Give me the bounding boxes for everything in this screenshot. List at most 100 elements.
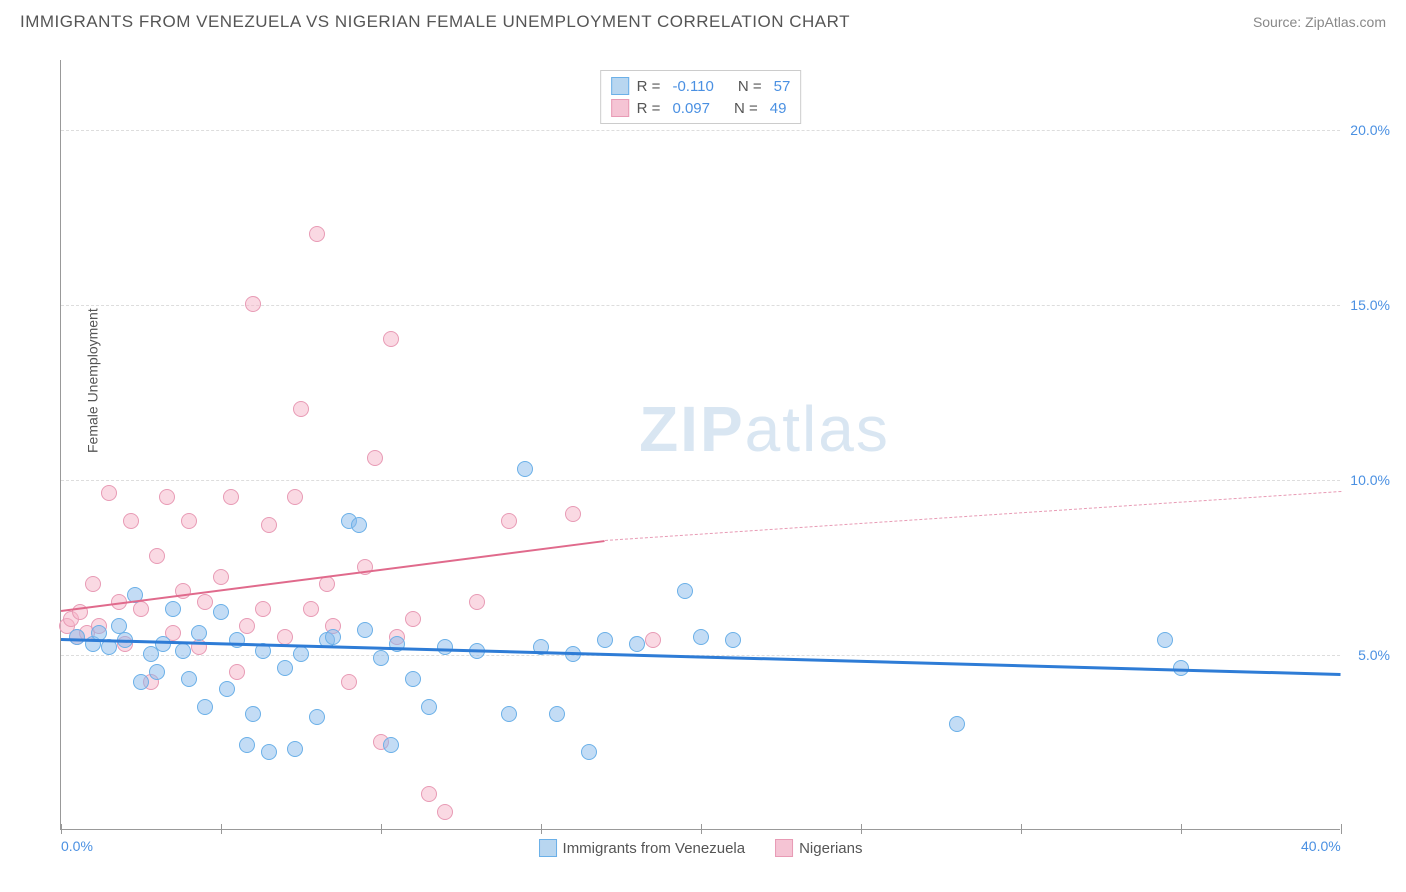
- r-label: R =: [637, 100, 661, 117]
- scatter-point: [191, 625, 207, 641]
- trend-line-dashed: [605, 491, 1341, 541]
- scatter-point: [261, 517, 277, 533]
- x-tick: [861, 824, 862, 834]
- source-attribution: Source: ZipAtlas.com: [1253, 14, 1386, 30]
- scatter-point: [155, 636, 171, 652]
- scatter-point: [133, 601, 149, 617]
- legend-swatch: [611, 77, 629, 95]
- scatter-point: [383, 331, 399, 347]
- legend-swatch: [611, 99, 629, 117]
- scatter-point: [239, 737, 255, 753]
- x-tick: [381, 824, 382, 834]
- scatter-point: [325, 629, 341, 645]
- scatter-point: [517, 461, 533, 477]
- scatter-point: [293, 401, 309, 417]
- scatter-point: [69, 629, 85, 645]
- x-tick: [1021, 824, 1022, 834]
- scatter-point: [581, 744, 597, 760]
- x-tick: [1181, 824, 1182, 834]
- legend-swatch: [539, 839, 557, 857]
- legend-row: R = -0.110 N = 57: [611, 75, 791, 97]
- series-legend: Immigrants from Venezuela Nigerians: [539, 839, 863, 857]
- scatter-point: [197, 699, 213, 715]
- x-tick: [221, 824, 222, 834]
- scatter-point: [293, 646, 309, 662]
- plot-area: ZIPatlas 5.0%10.0%15.0%20.0%0.0%40.0%R =…: [60, 60, 1340, 830]
- x-tick: [1341, 824, 1342, 834]
- grid-line: [61, 130, 1340, 131]
- scatter-point: [629, 636, 645, 652]
- scatter-point: [309, 709, 325, 725]
- scatter-point: [421, 786, 437, 802]
- scatter-point: [277, 660, 293, 676]
- watermark-text: ZIPatlas: [639, 392, 890, 466]
- scatter-point: [383, 737, 399, 753]
- scatter-point: [165, 601, 181, 617]
- r-label: R =: [637, 78, 661, 95]
- scatter-point: [421, 699, 437, 715]
- scatter-point: [197, 594, 213, 610]
- scatter-point: [229, 632, 245, 648]
- scatter-point: [351, 517, 367, 533]
- chart-title: IMMIGRANTS FROM VENEZUELA VS NIGERIAN FE…: [20, 12, 850, 32]
- x-tick: [701, 824, 702, 834]
- y-tick-label: 10.0%: [1350, 472, 1390, 488]
- n-value: 57: [774, 78, 791, 95]
- scatter-point: [501, 513, 517, 529]
- scatter-point: [549, 706, 565, 722]
- scatter-point: [367, 450, 383, 466]
- n-value: 49: [770, 100, 787, 117]
- grid-line: [61, 480, 1340, 481]
- scatter-point: [405, 611, 421, 627]
- n-label: N =: [738, 78, 762, 95]
- scatter-point: [123, 513, 139, 529]
- x-tick-label: 0.0%: [61, 838, 93, 854]
- scatter-point: [303, 601, 319, 617]
- n-label: N =: [734, 100, 758, 117]
- scatter-point: [175, 643, 191, 659]
- x-tick: [541, 824, 542, 834]
- scatter-point: [437, 804, 453, 820]
- scatter-point: [469, 594, 485, 610]
- scatter-point: [677, 583, 693, 599]
- scatter-point: [229, 664, 245, 680]
- y-tick-label: 5.0%: [1358, 647, 1390, 663]
- y-tick-label: 20.0%: [1350, 122, 1390, 138]
- scatter-point: [255, 601, 271, 617]
- scatter-point: [597, 632, 613, 648]
- legend-row: R = 0.097 N = 49: [611, 97, 791, 119]
- scatter-point: [159, 489, 175, 505]
- r-value: 0.097: [672, 100, 710, 117]
- legend-label: Nigerians: [799, 840, 862, 857]
- scatter-point: [725, 632, 741, 648]
- scatter-point: [341, 674, 357, 690]
- legend-label: Immigrants from Venezuela: [563, 840, 746, 857]
- scatter-point: [949, 716, 965, 732]
- r-value: -0.110: [672, 78, 713, 95]
- scatter-point: [309, 226, 325, 242]
- chart-container: Female Unemployment ZIPatlas 5.0%10.0%15…: [50, 50, 1390, 840]
- scatter-point: [287, 489, 303, 505]
- scatter-point: [239, 618, 255, 634]
- scatter-point: [501, 706, 517, 722]
- scatter-point: [85, 576, 101, 592]
- x-tick-label: 40.0%: [1301, 838, 1341, 854]
- scatter-point: [437, 639, 453, 655]
- scatter-point: [261, 744, 277, 760]
- scatter-point: [213, 569, 229, 585]
- scatter-point: [565, 506, 581, 522]
- scatter-point: [181, 671, 197, 687]
- scatter-point: [175, 583, 191, 599]
- scatter-point: [645, 632, 661, 648]
- scatter-point: [319, 576, 335, 592]
- trend-line: [61, 540, 605, 611]
- scatter-point: [181, 513, 197, 529]
- legend-item: Nigerians: [775, 839, 862, 857]
- scatter-point: [245, 706, 261, 722]
- scatter-point: [245, 296, 261, 312]
- scatter-point: [287, 741, 303, 757]
- scatter-point: [219, 681, 235, 697]
- scatter-point: [223, 489, 239, 505]
- scatter-point: [357, 622, 373, 638]
- scatter-point: [213, 604, 229, 620]
